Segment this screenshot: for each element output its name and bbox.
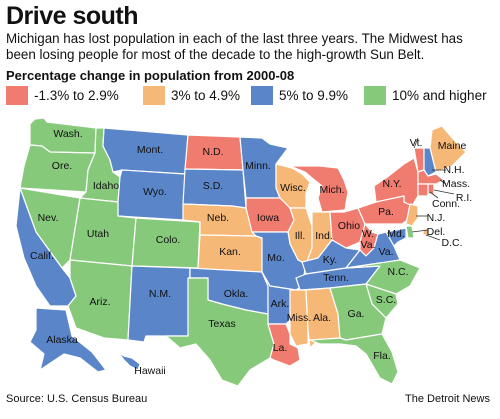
state-label-n-m: N.M. [149, 288, 171, 300]
state-label-texas: Texas [208, 318, 235, 330]
state-alaska [29, 307, 107, 373]
leader-line [439, 179, 447, 185]
state-label-mont: Mont. [137, 144, 163, 156]
state-label-maine: Maine [438, 140, 467, 152]
state-label-vt: Vt. [410, 137, 423, 149]
state-la [267, 323, 301, 367]
state-label-del: Del. [427, 226, 446, 238]
legend-swatch-low [6, 86, 28, 105]
state-label-n-c: N.C. [388, 266, 409, 278]
state-label-mich: Mich. [319, 184, 344, 196]
legend-item-moderate: 3% to 4.9% [143, 86, 240, 105]
state-label-ark: Ark. [271, 298, 290, 310]
state-label-conn: Conn. [432, 198, 460, 210]
state-label-colo: Colo. [156, 234, 181, 246]
legend-swatch-high [251, 86, 273, 105]
leader-line [411, 229, 429, 233]
subtitle: Michigan has lost population in each of … [6, 31, 463, 62]
leader-line [429, 191, 439, 199]
legend-label-moderate: 3% to 4.9% [171, 88, 241, 103]
state-label-kan: Kan. [219, 246, 241, 258]
state-label-n-h: N.H. [444, 164, 465, 176]
state-fla [309, 333, 399, 385]
state-conn [417, 183, 429, 197]
legend: -1.3% to 2.9% 3% to 4.9% 5% to 9.9% 10% … [6, 86, 496, 106]
page-title: Drive south [6, 2, 139, 30]
legend-swatch-highest [364, 86, 386, 105]
state-label-alaska: Alaska [46, 334, 78, 346]
leader-line [433, 189, 455, 195]
state-label-ill: Ill. [295, 230, 306, 242]
legend-label-highest: 10% and higher [392, 88, 487, 103]
us-map: Wash. Ore. Idaho Mont. Wyo. N.D. S.D. Minn. Wisc… [0, 108, 500, 388]
state-label-fla: Fla. [373, 350, 391, 362]
state-label-idaho: Idaho [93, 180, 119, 192]
state-label-la: La. [273, 342, 288, 354]
state-label-minn: Minn. [245, 160, 271, 172]
legend-item-highest: 10% and higher [364, 86, 487, 105]
state-label-s-c: S.C. [376, 294, 396, 306]
state-md [377, 227, 407, 247]
state-wisc [275, 163, 311, 209]
state-label-tenn: Tenn. [323, 272, 349, 284]
state-label-nev: Nev. [38, 212, 59, 224]
state-label-md: Md. [387, 228, 405, 240]
state-label-va: Va. [379, 246, 394, 258]
state-label-wyo: Wyo. [143, 186, 167, 198]
state-label-mass: Mass. [442, 178, 470, 190]
state-label-ky: Ky. [323, 254, 337, 266]
state-texas [165, 277, 275, 387]
state-mich [289, 165, 349, 213]
state-n-c [345, 259, 421, 295]
state-hawaii [117, 351, 141, 371]
state-label-ore: Ore. [52, 160, 72, 172]
state-label-w-va: W. Va. [361, 228, 376, 251]
state-label-miss: Miss. [287, 312, 312, 324]
legend-label-high: 5% to 9.9% [279, 88, 349, 103]
state-n-m [127, 265, 191, 343]
state-label-wisc: Wisc. [280, 182, 306, 194]
legend-label-low: -1.3% to 2.9% [34, 88, 119, 103]
state-label-iowa: Iowa [257, 212, 279, 224]
state-label-s-d: S.D. [203, 180, 223, 192]
state-label-okla: Okla. [224, 288, 249, 300]
state-r-i [427, 183, 435, 195]
state-label-r-i: R.I. [456, 192, 472, 204]
state-n-h [423, 147, 437, 177]
state-label-utah: Utah [87, 228, 109, 240]
state-label-pa: Pa. [378, 206, 394, 218]
legend-item-low: -1.3% to 2.9% [6, 86, 119, 105]
source-note: Source: U.S. Census Bureau [6, 393, 148, 405]
state-label-n-y: N.Y. [382, 178, 401, 190]
state-label-d-c: D.C. [442, 237, 463, 249]
credit: The Detroit News [405, 393, 490, 405]
us-map-svg: Wash. Ore. Idaho Mont. Wyo. N.D. S.D. Minn. Wisc… [15, 117, 472, 387]
state-label-mo: Mo. [267, 252, 285, 264]
legend-title: Percentage change in population from 200… [6, 68, 295, 83]
leader-line [425, 234, 441, 241]
state-label-n-d: N.D. [203, 146, 224, 158]
legend-item-high: 5% to 9.9% [251, 86, 348, 105]
state-n-j [405, 203, 419, 227]
state-label-wash: Wash. [53, 128, 82, 140]
leader-line [413, 137, 419, 149]
state-label-hawaii: Hawaii [134, 365, 166, 377]
state-label-n-j: N.J. [427, 212, 446, 224]
state-label-neb: Neb. [207, 212, 229, 224]
legend-swatch-moderate [143, 86, 165, 105]
state-label-ohio: Ohio [338, 220, 360, 232]
state-label-ala: Ala. [313, 312, 331, 324]
state-label-calif: Calif. [30, 250, 54, 262]
state-label-ariz: Ariz. [90, 296, 111, 308]
state-label-ga: Ga. [348, 308, 365, 320]
state-label-ind: Ind. [315, 230, 333, 242]
state-del [405, 225, 415, 239]
